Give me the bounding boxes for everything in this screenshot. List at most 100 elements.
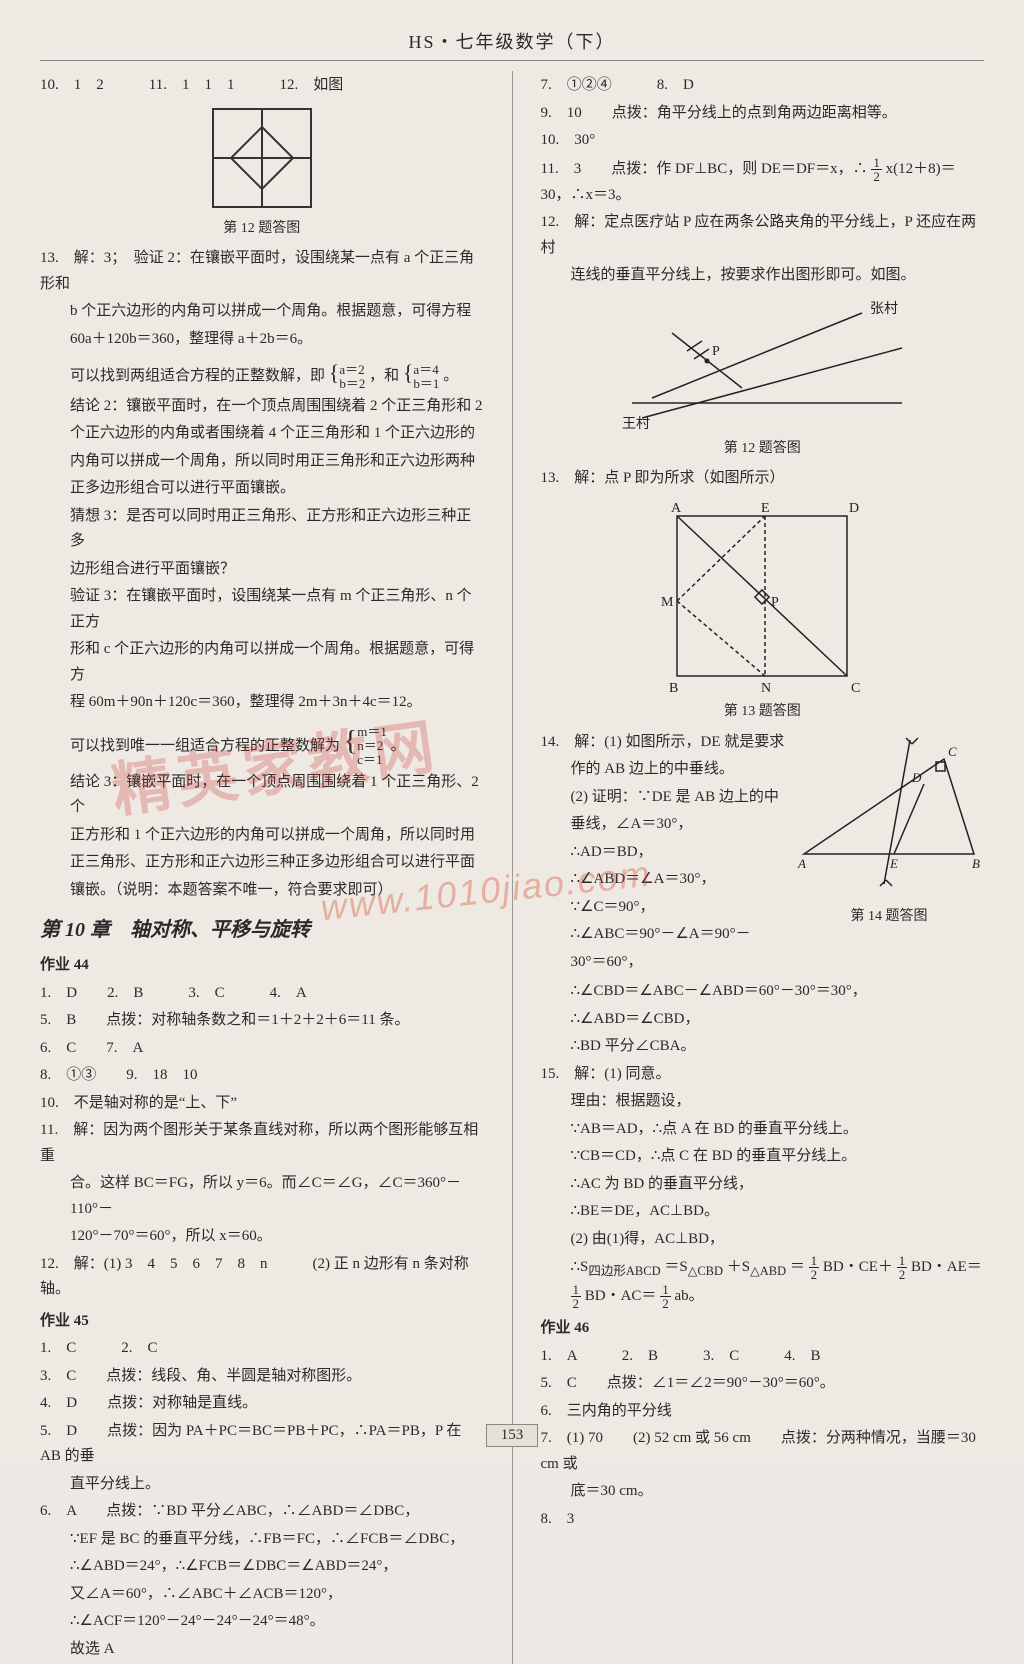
r15h: ∴S四边形ABCD ＝S△CBD ＋S△ABD ＝ 12 BD・CE＋ 12 B… bbox=[541, 1254, 985, 1281]
r15f: ∴BE＝DE，AC⊥BD。 bbox=[541, 1199, 985, 1225]
chapter-title: 第 10 章 轴对称、平移与旋转 bbox=[40, 913, 484, 947]
a44-10: 10. 不是轴对称的是“上、下” bbox=[40, 1091, 484, 1117]
a44-11c: 120°－70°＝60°，所以 x＝60。 bbox=[40, 1224, 484, 1250]
a45-6c: ∴∠ABD＝24°，∴∠FCB＝∠DBC＝∠ABD＝24°， bbox=[40, 1554, 484, 1580]
a46-7b: 底＝30 cm。 bbox=[541, 1479, 985, 1505]
r15i-mid: BD・AC＝ bbox=[585, 1288, 657, 1304]
lbl-wang: 王村 bbox=[622, 416, 650, 432]
sol2b: b＝1 bbox=[413, 376, 439, 391]
q13-l5: 结论 2：镶嵌平面时，在一个顶点周围围绕着 2 个正三角形和 2 bbox=[40, 394, 484, 420]
figure-14-right: A B C D E 第 14 题答图 bbox=[794, 734, 984, 935]
a44-11a: 11. 解：因为两个图形关于某条直线对称，所以两个图形能够互相重 bbox=[40, 1118, 484, 1169]
soln: n＝2 bbox=[357, 738, 383, 753]
q13-l14-end: 。 bbox=[391, 738, 406, 754]
q13-l11: 验证 3：在镶嵌平面时，设围绕某一点有 m 个正三角形、n 个正方 bbox=[40, 584, 484, 635]
r15h-f2n: 1 bbox=[897, 1254, 908, 1268]
q13-l12: 形和 c 个正六边形的内角可以拼成一个周角。根据题意，可得方 bbox=[40, 637, 484, 688]
a45-6e: ∴∠ACF＝120°－24°－24°－24°＝48°。 bbox=[40, 1609, 484, 1635]
r15b: 理由：根据题设， bbox=[541, 1089, 985, 1115]
figure-12-right: P 张村 王村 bbox=[541, 293, 985, 433]
q13-l14: 可以找到唯一一组适合方程的正整数解为 {m＝1n＝2c＝1 。 bbox=[40, 718, 484, 768]
r14i: 30°＝60°， bbox=[541, 950, 985, 976]
q13-l4-pre: 可以找到两组适合方程的正整数解，即 bbox=[70, 368, 325, 384]
a45-3: 3. C 点拨：线段、角、半圆是轴对称图形。 bbox=[40, 1364, 484, 1390]
f14-A: A bbox=[797, 856, 806, 871]
figure-12-left bbox=[40, 103, 484, 213]
figure-13-right: A E D M P B N C bbox=[541, 496, 985, 696]
lbl-zhang: 张村 bbox=[870, 301, 898, 317]
hw44-title: 作业 44 bbox=[40, 953, 484, 979]
page-number: 153 bbox=[486, 1424, 539, 1447]
a44-6: 6. C 7. A bbox=[40, 1036, 484, 1062]
f13-E: E bbox=[761, 501, 770, 516]
q13-l16: 正方形和 1 个正六边形的内角可以拼成一个周角，所以同时用 bbox=[40, 823, 484, 849]
sol1b: b＝2 bbox=[339, 376, 365, 391]
q13-l4-end: 。 bbox=[443, 368, 458, 384]
q13-l18: 镶嵌。（说明：本题答案不唯一，符合要求即可） bbox=[40, 878, 484, 904]
q13-l9: 猜想 3：是否可以同时用正三角形、正方形和正六边形三种正多 bbox=[40, 504, 484, 555]
f13-P: P bbox=[771, 595, 779, 610]
q13-l13: 程 60m＋90n＋120c＝360，整理得 2m＋3n＋4c＝12。 bbox=[40, 690, 484, 716]
page-footer: 153 bbox=[0, 1424, 1024, 1447]
solc: c＝1 bbox=[357, 752, 382, 767]
q13-l10: 边形组合进行平面镶嵌？ bbox=[40, 557, 484, 583]
a46-1: 1. A 2. B 3. C 4. B bbox=[541, 1344, 985, 1370]
r15h-s1: 四边形ABCD bbox=[588, 1264, 660, 1278]
r15h-m3: ＝ bbox=[790, 1259, 805, 1275]
figure-12-right-caption: 第 12 题答图 bbox=[541, 437, 985, 461]
r15h-pre: ∴S bbox=[571, 1259, 589, 1275]
r14l: ∴BD 平分∠CBA。 bbox=[541, 1034, 985, 1060]
r11: 11. 3 点拨：作 DF⊥BC，则 DE＝DF＝x，∴ 12 x(12＋8)＝… bbox=[541, 156, 985, 209]
a44-11b: 合。这样 BC＝FG，所以 y＝6。而∠C＝∠G，∠C＝360°－110°－ bbox=[40, 1171, 484, 1222]
r15i-f2d: 2 bbox=[660, 1297, 671, 1310]
r15i-f2n: 1 bbox=[660, 1283, 671, 1297]
a46-8: 8. 3 bbox=[541, 1507, 985, 1533]
r15h-f2d: 2 bbox=[897, 1268, 908, 1281]
a44-1: 1. D 2. B 3. C 4. A bbox=[40, 981, 484, 1007]
f14-E: E bbox=[889, 856, 898, 871]
a45-1: 1. C 2. C bbox=[40, 1336, 484, 1362]
r15i-f1d: 2 bbox=[571, 1297, 582, 1310]
a46-5: 5. C 点拨：∠1＝∠2＝90°－30°＝60°。 bbox=[541, 1371, 985, 1397]
r15a: 15. 解：(1) 同意。 bbox=[541, 1062, 985, 1088]
hw46-title: 作业 46 bbox=[541, 1316, 985, 1342]
f13-A: A bbox=[671, 501, 682, 516]
a45-4: 4. D 点拨：对称轴是直线。 bbox=[40, 1391, 484, 1417]
f14-D: D bbox=[911, 770, 922, 785]
a45-5b: 直平分线上。 bbox=[40, 1472, 484, 1498]
q13-l6: 个正六边形的内角或者围绕着 4 个正三角形和 1 个正六边形的 bbox=[40, 421, 484, 447]
r11-frac-n: 1 bbox=[871, 156, 882, 170]
sol1a: a＝2 bbox=[339, 362, 364, 377]
r15h-m2: ＋S bbox=[727, 1259, 750, 1275]
r15h-m1: ＝S bbox=[664, 1259, 687, 1275]
hw45-title: 作业 45 bbox=[40, 1309, 484, 1335]
r15d: ∵CB＝CD，∴点 C 在 BD 的垂直平分线上。 bbox=[541, 1144, 985, 1170]
a44-8: 8. ①③ 9. 18 10 bbox=[40, 1063, 484, 1089]
r14j: ∴∠CBD＝∠ABC－∠ABD＝60°－30°＝30°， bbox=[541, 979, 985, 1005]
a46-6: 6. 三内角的平分线 bbox=[541, 1399, 985, 1425]
r15h-m5: BD・AE＝ bbox=[911, 1259, 982, 1275]
r15h-f1d: 2 bbox=[809, 1268, 820, 1281]
f13-C: C bbox=[851, 681, 860, 696]
q13-l14-pre: 可以找到唯一一组适合方程的正整数解为 bbox=[70, 738, 340, 754]
f14-C: C bbox=[948, 744, 957, 759]
q13-l1: 13. 解：3； 验证 2：在镶嵌平面时，设围绕某一点有 a 个正三角形和 bbox=[40, 246, 484, 297]
r14k: ∴∠ABD＝∠CBD， bbox=[541, 1007, 985, 1033]
r15h-m4: BD・CE＋ bbox=[823, 1259, 893, 1275]
r9: 9. 10 点拨：角平分线上的点到角两边距离相等。 bbox=[541, 101, 985, 127]
a44-12: 12. 解：(1) 3 4 5 6 7 8 n (2) 正 n 边形有 n 条对… bbox=[40, 1252, 484, 1303]
a45-6f: 故选 A bbox=[40, 1637, 484, 1663]
ans-10-12: 10. 1 2 11. 1 1 1 12. 如图 bbox=[40, 73, 484, 99]
r11-pre: 11. 3 点拨：作 DF⊥BC，则 DE＝DF＝x，∴ bbox=[541, 160, 868, 176]
a45-6b: ∵EF 是 BC 的垂直平分线，∴FB＝FC，∴∠FCB＝∠DBC， bbox=[40, 1527, 484, 1553]
f13-D: D bbox=[849, 501, 859, 516]
r7: 7. ①②④ 8. D bbox=[541, 73, 985, 99]
q13-l7: 内角可以拼成一个周角，所以同时用正三角形和正六边形两种 bbox=[40, 449, 484, 475]
r12b: 连线的垂直平分线上，按要求作出图形即可。如图。 bbox=[541, 263, 985, 289]
figure-13-right-caption: 第 13 题答图 bbox=[541, 700, 985, 724]
sol2a: a＝4 bbox=[413, 362, 438, 377]
q13-l8: 正多边形组合可以进行平面镶嵌。 bbox=[40, 476, 484, 502]
r15h-s3: △ABD bbox=[750, 1264, 786, 1278]
r15i-end: ab。 bbox=[674, 1288, 703, 1304]
f14-B: B bbox=[972, 856, 980, 871]
